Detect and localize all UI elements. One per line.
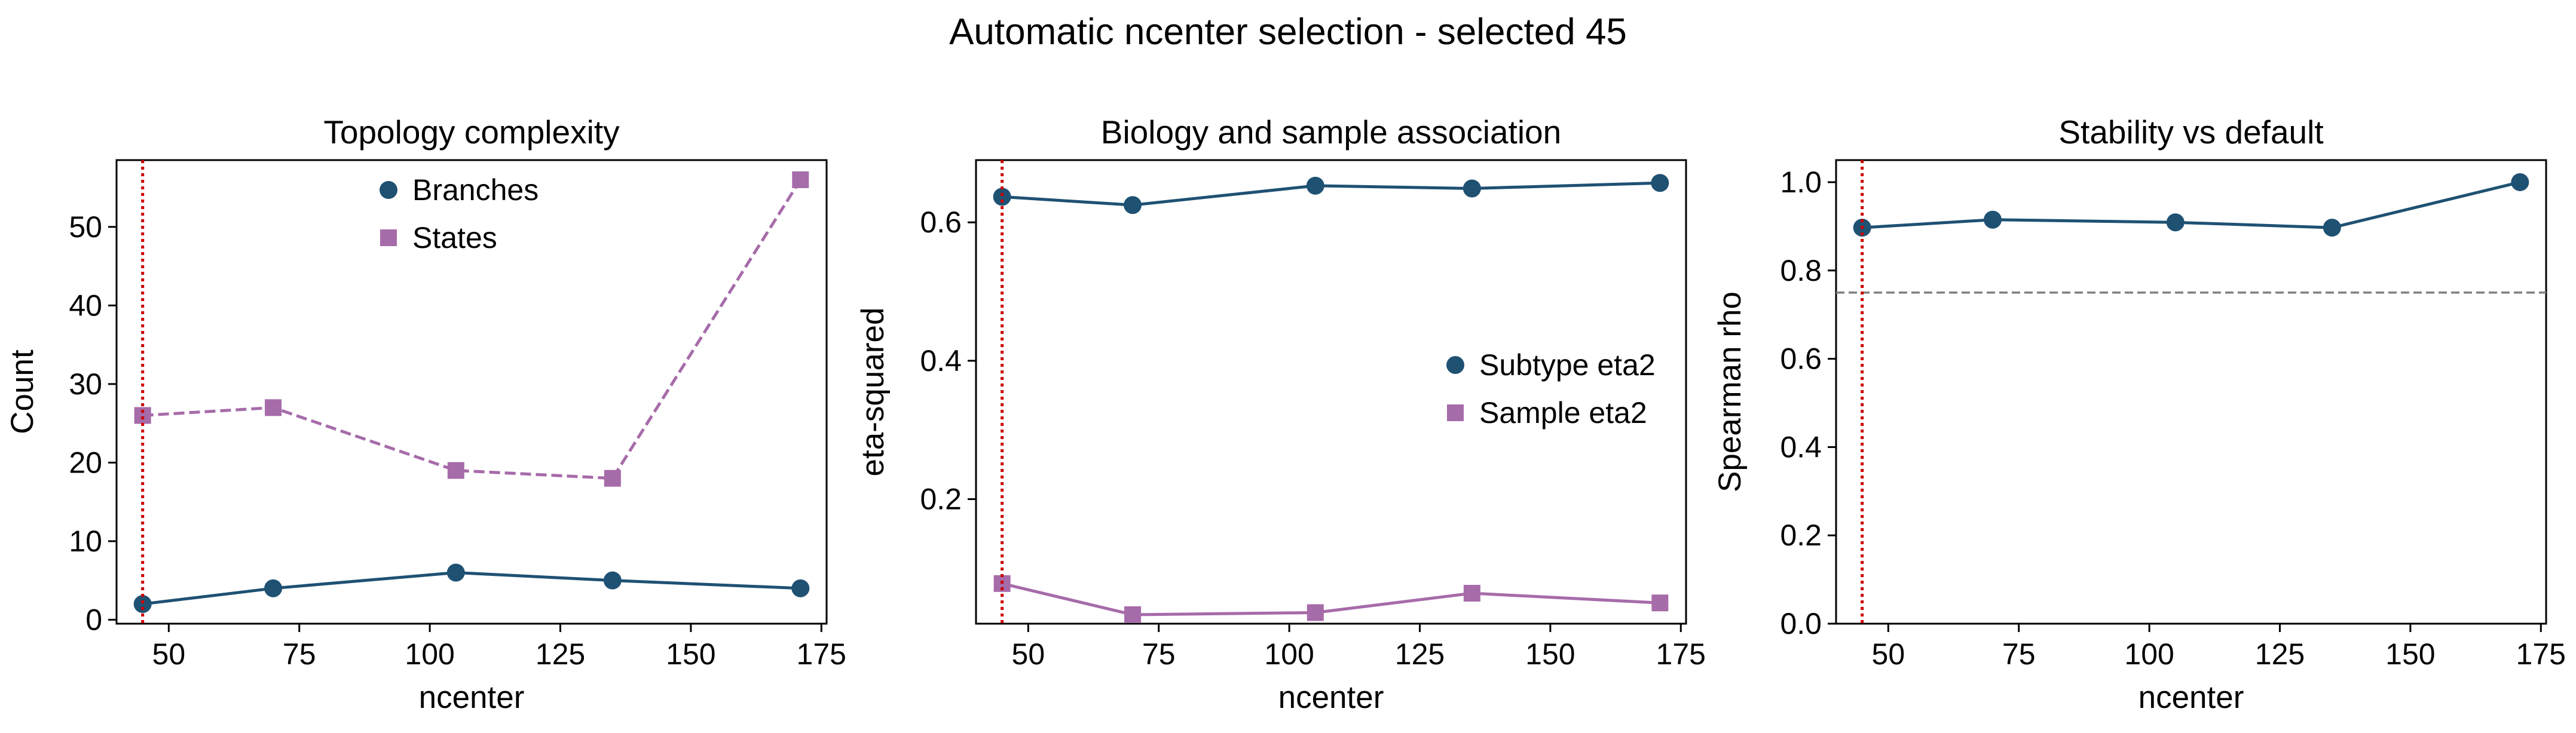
y-tick-label: 0.2 [1780,519,1822,552]
x-tick-label: 100 [405,637,454,671]
axes-frame [115,159,828,625]
y-tick-label: 20 [69,446,102,479]
series-line [1862,180,2520,229]
data-point [1651,594,1669,612]
x-tick-label: 175 [797,637,846,671]
data-point [2166,213,2185,232]
x-tick-label: 75 [2002,637,2036,671]
y-tick-label: 1.0 [1780,165,1822,199]
legend-marker [380,181,397,199]
panel-title: Biology and sample association [1101,114,1561,151]
data-point [265,399,282,416]
data-point [447,462,464,479]
data-point [133,595,152,614]
data-point [134,407,151,424]
legend-marker [1447,404,1464,421]
x-tick-label: 125 [2255,637,2305,671]
legend-label: Sample eta2 [1479,396,1647,430]
series-line [1002,181,1660,207]
y-axis-label: Count [5,349,40,434]
x-tick-label: 50 [1012,637,1045,671]
legend-entry: Sample eta2 [1447,396,1647,430]
axes-frame [975,159,1687,625]
x-tick-label: 100 [2124,637,2174,671]
data-point [604,470,621,487]
y-tick-label: 50 [69,210,102,244]
y-axis-label: eta-squared [855,308,891,477]
data-point [993,188,1011,206]
series-line [142,179,802,480]
x-axis-label: ncenter [1278,680,1384,715]
series-line [1002,582,1660,617]
legend-entry: Subtype eta2 [1446,348,1656,382]
y-axis-label: Spearman rho [1712,292,1748,492]
legend-label: Branches [412,173,539,207]
y-tick-label: 10 [69,525,102,558]
legend-entry: Branches [380,173,539,207]
y-tick-label: 0.4 [920,344,962,378]
panel-title: Stability vs default [2058,114,2323,151]
x-tick-label: 50 [1872,637,1905,671]
y-tick-label: 0.4 [1780,430,1822,464]
data-point [1463,179,1481,198]
x-tick-label: 150 [2385,637,2435,671]
y-tick-label: 30 [69,367,102,401]
x-tick-label: 75 [1142,637,1176,671]
data-point [603,571,622,590]
y-tick-label: 0.6 [920,206,962,239]
data-point [2323,219,2341,237]
panel-biology-sample-association: Biology and sample association ncenter eta… [855,114,1706,715]
x-tick-label: 175 [2516,637,2566,671]
x-tick-label: 50 [152,637,186,671]
x-tick-label: 175 [1656,637,1706,671]
y-tick-label: 0.2 [920,483,962,516]
legend-marker [1446,356,1464,374]
data-point [1307,604,1324,621]
x-tick-label: 75 [283,637,316,671]
y-tick-label: 0.0 [1780,607,1822,640]
data-point [791,579,810,597]
x-tick-label: 150 [666,637,715,671]
data-point [1124,196,1142,214]
x-axis-label: ncenter [2138,680,2244,715]
legend-label: Subtype eta2 [1479,348,1656,382]
x-tick-label: 125 [536,637,585,671]
data-point [1463,585,1480,602]
y-tick-label: 40 [69,289,102,322]
x-tick-label: 100 [1264,637,1314,671]
data-point [446,563,465,582]
legend-label: States [412,221,497,254]
x-tick-label: 150 [1525,637,1575,671]
axes-frame [1835,159,2547,625]
data-point [2511,173,2529,191]
panel-stability-vs-default: Stability vs default ncenter Spearman rho 5… [1712,114,2566,715]
panel-title: Topology complexity [323,114,620,151]
series-line [142,571,801,606]
legend-entry: States [380,221,497,254]
y-tick-label: 0 [85,603,102,636]
figure-title: Automatic ncenter selection - selected 4… [949,11,1627,53]
data-point [1306,176,1324,195]
data-point [1651,174,1669,192]
x-axis-label: ncenter [419,680,525,715]
data-point [792,171,809,188]
legend-marker [380,229,397,246]
data-point [1984,210,2002,229]
y-tick-label: 0.6 [1780,342,1822,376]
x-tick-label: 125 [1395,637,1445,671]
data-point [264,579,283,597]
data-point [1124,606,1142,623]
y-tick-label: 0.8 [1780,254,1822,287]
